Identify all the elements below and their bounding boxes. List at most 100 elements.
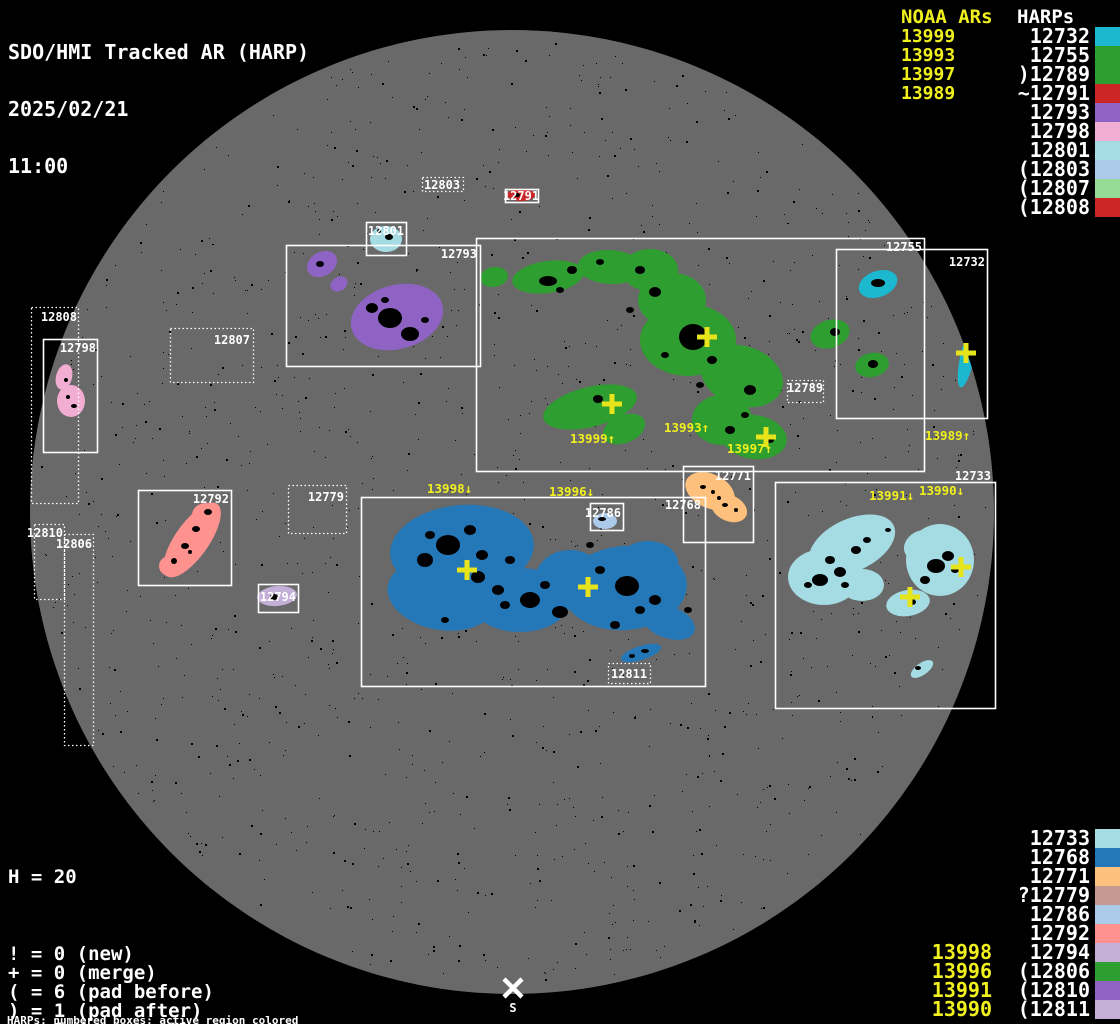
noaa-ar-cross [756,427,776,447]
harp-number: 12793 [1029,100,1090,124]
noaa-ar-cross [578,577,598,597]
harp-number: 12771 [1029,864,1090,888]
harp-box-12789 [786,379,825,404]
active-region-12793 [306,250,444,351]
flag-count-line: ~ = 1 (use past) [8,1021,225,1024]
harp-number: 12792 [1029,921,1090,945]
harp-box-12798 [42,338,99,454]
noaa-ar-number: 13998 [931,940,992,964]
noaa-ar-label-13993: 13993↑ [664,420,709,435]
harp-box-12755 [475,237,926,473]
harp-number: (12811 [1017,997,1090,1021]
noaa-ar-label-13999: 13999↑ [570,431,615,446]
stats-block: H = 20 ! = 0 (new) + = 0 (merge)( = 6 (pa… [8,830,225,1024]
legend-row-12810: 13991 (12810 [880,980,1120,1000]
color-swatch-12733 [1095,829,1120,848]
harp-box-label-12779: 12779 [308,490,344,504]
harp-box-label-12794: 12794 [260,590,296,604]
harp-number: )12789 [1017,62,1090,86]
active-region-12768 [387,504,695,640]
harp-box-12792 [137,489,233,587]
harps-header: HARPs [1017,6,1075,28]
harp-box-12794 [257,583,300,614]
harp-number: ?12779 [1017,883,1090,907]
harp-box-label-12803: 12803 [424,178,460,192]
harp-box-12779 [287,484,348,535]
harp-box-12811 [607,662,652,685]
noaa-ar-label-13990: 13990↓ [919,483,964,498]
active-region-12786 [593,513,617,529]
footer-line-harps: HARPs: numbered boxes; active region col… [7,1014,299,1024]
harp-box-12733 [774,481,997,710]
color-swatch-12732 [1095,27,1120,46]
harp-box-12771 [682,465,755,544]
harp-box-label-12807: 12807 [214,333,250,347]
noaa-ar-label-13998: 13998↓ [427,481,472,496]
color-swatch-12808 [1095,198,1120,217]
harp-box-label-12732: 12732 [949,255,985,269]
legend-row-12793: 12793 [880,100,1120,124]
active-region-12811 [620,643,662,663]
harp-number: (12803 [1017,157,1090,181]
date-label: 2025/02/21 [8,97,129,121]
color-swatch-12755 [1095,46,1120,65]
color-swatch-12810 [1095,981,1120,1000]
active-region-12771 [685,472,748,523]
noaa-ar-cross [900,587,920,607]
harp-number: 12733 [1029,826,1090,850]
harp-box-12793 [285,244,482,368]
harp-number: 12801 [1029,138,1090,162]
flag-count-line: ! = 0 (new) [8,943,134,965]
legend-row-12779: ?12779 [880,883,1120,907]
color-swatch-12789 [1095,65,1120,84]
legend-row-12798: 12798 [880,121,1120,141]
harp-box-label-12798: 12798 [60,341,96,355]
flag-count-lines: ! = 0 (new) + = 0 (merge)( = 6 (pad befor… [8,945,225,1024]
noaa-ar-number: 13993 [901,45,956,66]
noaa-ar-cross [951,557,971,577]
active-region-12794 [257,585,297,607]
harp-box-12786 [589,502,625,532]
color-swatch-12811 [1095,1000,1120,1019]
harp-box-label-12808: 12808 [41,310,77,324]
harp-box-label-12792: 12792 [193,492,229,506]
harp-box-12791 [504,188,540,204]
harp-box-label-12791: 12791 [503,189,539,203]
harp-box-12808 [30,306,80,505]
color-swatch-12803 [1095,160,1120,179]
active-region-12791 [507,189,535,201]
noaa-ar-label-13991: 13991↓ [869,488,914,503]
color-swatch-12786 [1095,905,1120,924]
flag-count-line: ) = 1 (pad after) [8,1000,203,1022]
harp-number: (12808 [1017,195,1090,219]
harp-box-label-12810: 12810 [27,526,63,540]
south-pole-marker [502,977,524,999]
harp-box-label-12801: 12801 [368,224,404,238]
noaa-ar-cross [697,327,717,347]
legend-row-12768: 12768 [880,847,1120,867]
noaa-ar-number: 13999 [901,26,956,47]
legend-row-12794: 13998 12794 [880,940,1120,964]
harp-box-label-12733: 12733 [955,469,991,483]
noaa-ar-label-13997: 13997↑ [727,441,772,456]
harp-number: 12786 [1029,902,1090,926]
legend-row-12792: 12792 [880,921,1120,945]
noaa-ar-number: 13996 [931,959,992,983]
noaa-ar-number: 13989 [901,83,956,104]
legend-row-12811: 13990 (12811 [880,997,1120,1021]
south-pole-label: S [509,1001,516,1015]
color-swatch-12793 [1095,103,1120,122]
color-swatch-12768 [1095,848,1120,867]
legend-header-row: NOAA ARs HARPs [880,8,1120,27]
color-swatch-12779 [1095,886,1120,905]
legend-top-rows: 13999 12732 13993 12755 13997)12789 13989 ~127… [880,26,1120,219]
noaa-ar-number: 13990 [931,997,992,1021]
time-label: 11:00 [8,154,69,178]
noaa-ar-label-13989: 13989↑ [925,428,970,443]
noaa-ar-label-13996: 13996↓ [549,484,594,499]
active-region-12733 [788,514,974,678]
harp-box-12768 [360,496,707,688]
legend-row-12732: 13999 12732 [880,26,1120,47]
